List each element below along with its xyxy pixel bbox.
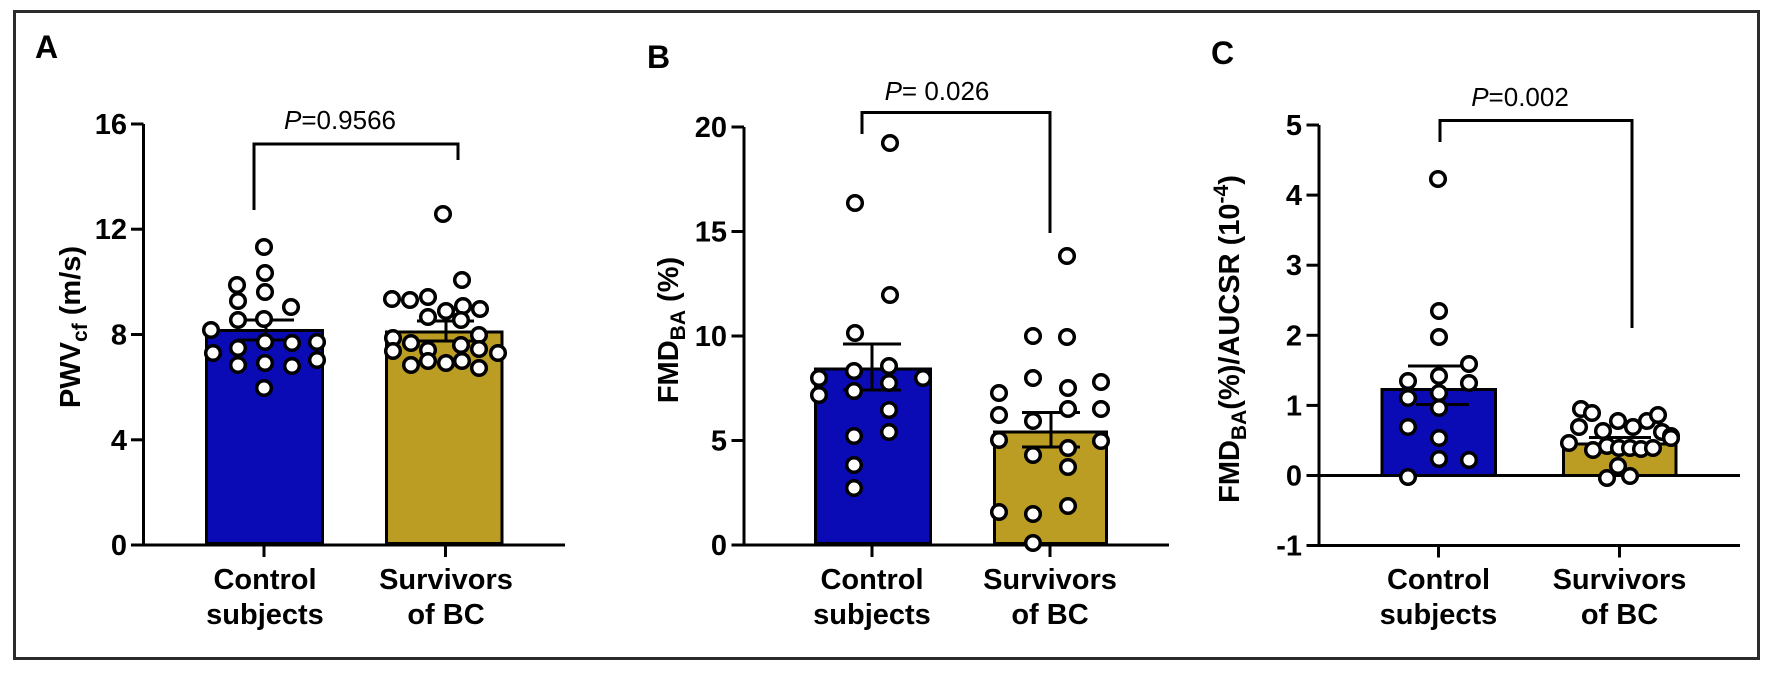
svg-text:C: C bbox=[1211, 35, 1234, 71]
svg-text:Control: Control bbox=[820, 564, 923, 596]
svg-text:A: A bbox=[35, 29, 58, 65]
svg-text:0: 0 bbox=[711, 530, 727, 562]
svg-text:0: 0 bbox=[1286, 461, 1302, 493]
svg-text:of BC: of BC bbox=[1581, 599, 1658, 631]
svg-text:Survivors: Survivors bbox=[1553, 564, 1687, 596]
svg-text:15: 15 bbox=[695, 217, 727, 249]
svg-text:subjects: subjects bbox=[206, 599, 324, 631]
svg-text:16: 16 bbox=[95, 109, 127, 141]
svg-text:4: 4 bbox=[1286, 180, 1302, 212]
svg-text:subjects: subjects bbox=[813, 599, 931, 631]
svg-text:20: 20 bbox=[695, 112, 727, 144]
svg-text:Survivors: Survivors bbox=[379, 564, 513, 596]
svg-text:Survivors: Survivors bbox=[983, 564, 1117, 596]
svg-text:of BC: of BC bbox=[407, 599, 484, 631]
svg-text:P=0.9566: P=0.9566 bbox=[284, 105, 396, 135]
svg-text:P= 0.026: P= 0.026 bbox=[885, 76, 990, 106]
svg-text:Control: Control bbox=[213, 564, 316, 596]
svg-text:0: 0 bbox=[111, 530, 127, 562]
svg-text:12: 12 bbox=[95, 214, 127, 246]
svg-text:of BC: of BC bbox=[1011, 599, 1088, 631]
svg-text:subjects: subjects bbox=[1380, 599, 1498, 631]
svg-text:1: 1 bbox=[1286, 390, 1302, 422]
svg-text:8: 8 bbox=[111, 320, 127, 352]
svg-text:3: 3 bbox=[1286, 250, 1302, 282]
svg-text:10: 10 bbox=[695, 321, 727, 353]
svg-text:Control: Control bbox=[1387, 564, 1490, 596]
svg-text:-1: -1 bbox=[1276, 531, 1302, 563]
svg-text:2: 2 bbox=[1286, 320, 1302, 352]
svg-text:P=0.002: P=0.002 bbox=[1471, 82, 1569, 112]
svg-text:5: 5 bbox=[711, 426, 727, 458]
svg-text:4: 4 bbox=[111, 425, 127, 457]
svg-text:5: 5 bbox=[1286, 110, 1302, 142]
svg-text:FMDBA(%)/AUCSR (10-4): FMDBA(%)/AUCSR (10-4) bbox=[1210, 175, 1251, 503]
svg-text:B: B bbox=[647, 39, 670, 75]
svg-text:PWVcf (m/s): PWVcf (m/s) bbox=[55, 246, 92, 408]
